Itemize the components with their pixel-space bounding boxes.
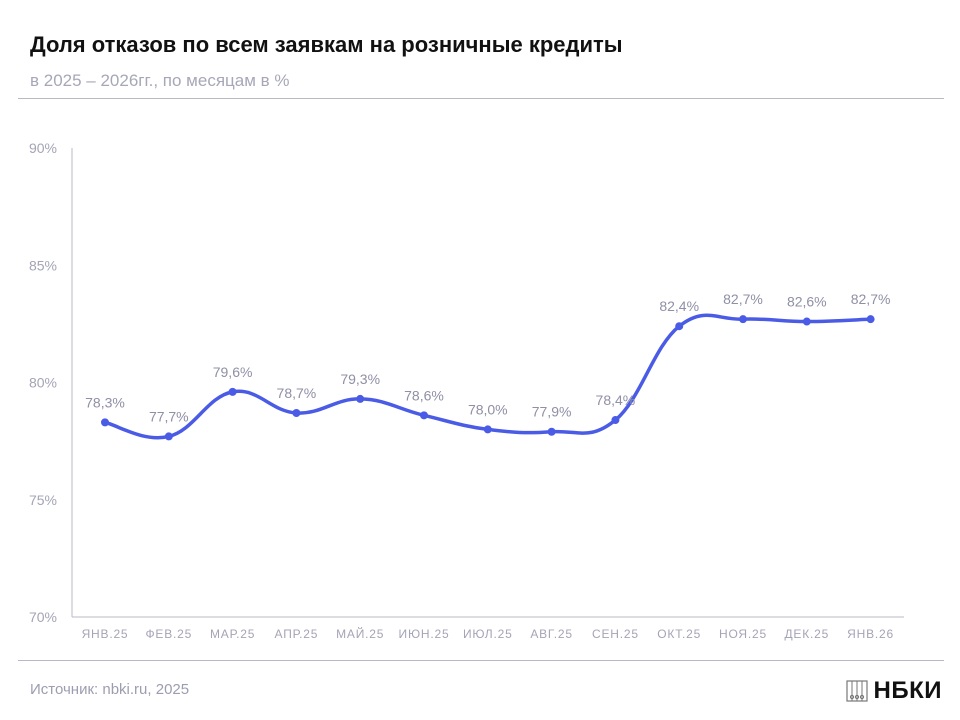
data-point	[739, 315, 747, 324]
data-point	[356, 394, 365, 403]
data-point	[101, 418, 109, 427]
x-tick-label: МАР.25	[210, 627, 255, 641]
chart-subtitle: в 2025 – 2026гг., по месяцам в %	[30, 71, 290, 90]
x-tick-label: ИЮН.25	[399, 627, 450, 641]
data-label: 82,7%	[851, 291, 891, 307]
data-point	[866, 315, 875, 324]
y-tick-label: 80%	[29, 375, 57, 391]
x-tick-label: МАЙ.25	[336, 626, 384, 641]
data-label: 82,7%	[723, 291, 763, 307]
data-label: 78,0%	[468, 401, 508, 417]
y-tick-label: 90%	[29, 140, 57, 156]
data-label: 77,9%	[532, 404, 572, 420]
logo-text: НБКИ	[873, 677, 942, 704]
data-point	[164, 432, 173, 441]
data-point	[675, 322, 684, 331]
data-label: 78,3%	[85, 394, 125, 410]
data-point	[547, 427, 556, 436]
data-label: 82,6%	[787, 294, 827, 310]
x-tick-label: НОЯ.25	[719, 627, 767, 641]
data-label: 82,4%	[659, 298, 699, 314]
x-tick-label: СЕН.25	[592, 627, 639, 641]
data-point	[802, 317, 811, 326]
x-tick-label: АВГ.25	[530, 627, 573, 641]
data-point	[483, 425, 492, 434]
header-divider	[18, 98, 944, 99]
x-tick-label: ФЕВ.25	[145, 627, 192, 641]
x-tick-label: ДЕК.25	[784, 627, 829, 641]
y-tick-label: 75%	[29, 492, 57, 508]
data-label: 77,7%	[149, 408, 189, 424]
data-point	[420, 411, 428, 420]
data-point	[611, 416, 620, 425]
data-label: 79,6%	[213, 364, 253, 380]
data-point	[228, 387, 237, 396]
data-point	[292, 408, 301, 417]
x-tick-label: ОКТ.25	[657, 627, 701, 641]
nbki-logo: НБКИ	[845, 677, 942, 705]
nbki-logo-icon	[845, 680, 868, 702]
x-tick-label: АПР.25	[275, 627, 319, 641]
x-tick-label: ИЮЛ.25	[463, 627, 513, 641]
x-tick-label: ЯНВ.25	[82, 627, 129, 641]
chart-title: Доля отказов по всем заявкам на розничны…	[30, 32, 623, 57]
data-label: 78,4%	[596, 392, 636, 408]
y-tick-label: 70%	[29, 609, 57, 625]
footer-divider	[18, 660, 944, 661]
data-label: 78,7%	[277, 385, 317, 401]
source-note: Источник: nbki.ru, 2025	[30, 681, 190, 698]
y-tick-label: 85%	[29, 257, 57, 273]
data-label: 79,3%	[340, 371, 380, 387]
x-tick-label: ЯНВ.26	[847, 627, 894, 641]
data-label: 78,6%	[404, 387, 444, 403]
